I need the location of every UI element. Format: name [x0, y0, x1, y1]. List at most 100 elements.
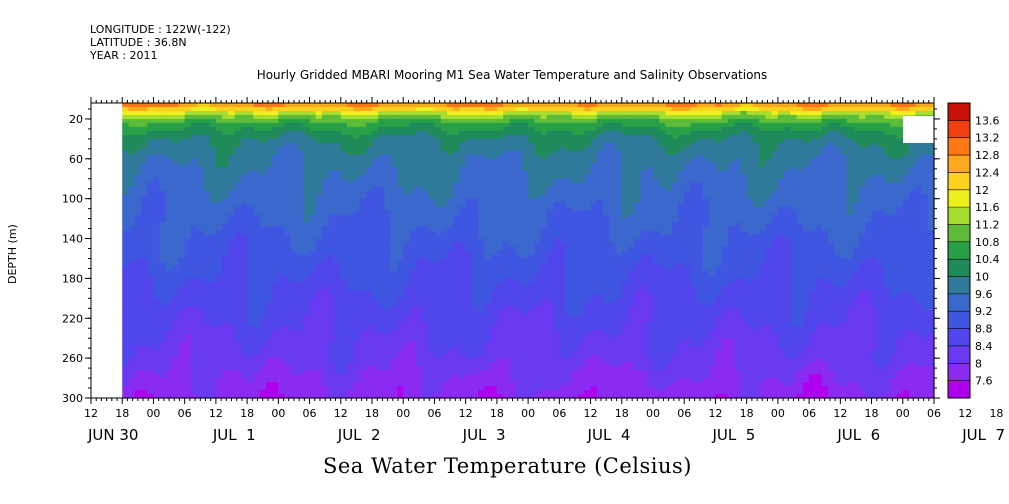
heatmap-cell: [278, 170, 286, 176]
heatmap-cell: [190, 366, 198, 371]
heatmap-cell: [265, 334, 273, 339]
heatmap-cell: [509, 282, 517, 287]
heatmap-cell: [409, 362, 417, 367]
heatmap-cell: [496, 114, 504, 120]
heatmap-cell: [440, 230, 448, 236]
heatmap-cell: [347, 282, 354, 287]
heatmap-cell: [190, 142, 198, 148]
heatmap-cell: [459, 262, 467, 268]
heatmap-cell: [159, 206, 167, 212]
heatmap-cell: [465, 230, 473, 236]
heatmap-cell: [428, 290, 436, 295]
heatmap-cell: [396, 214, 404, 220]
heatmap-cell: [396, 350, 404, 355]
heatmap-cell: [490, 106, 498, 112]
heatmap-cell: [303, 214, 311, 220]
heatmap-cell: [515, 134, 523, 140]
heatmap-cell: [528, 314, 535, 319]
heatmap-cell: [409, 210, 417, 216]
heatmap-cell: [484, 103, 492, 108]
heatmap-cell: [153, 322, 161, 327]
heatmap-cell: [253, 238, 261, 244]
heatmap-cell: [359, 366, 367, 371]
heatmap-cell: [315, 390, 323, 395]
heatmap-cell: [297, 394, 304, 399]
heatmap-cell: [234, 386, 242, 391]
heatmap-cell: [234, 318, 242, 323]
heatmap-cell: [240, 358, 248, 363]
heatmap-cell: [184, 242, 192, 248]
heatmap-cell: [147, 166, 155, 172]
heatmap-cell: [509, 146, 517, 152]
heatmap-cell: [484, 286, 492, 291]
heatmap-cell: [178, 254, 186, 260]
heatmap-cell: [353, 382, 361, 387]
heatmap-cell: [359, 390, 367, 395]
heatmap-cell: [278, 214, 286, 220]
heatmap-cell: [284, 334, 292, 339]
heatmap-cell: [215, 330, 223, 335]
heatmap-cell: [465, 354, 473, 359]
heatmap-cell: [290, 262, 298, 268]
heatmap-cell: [240, 302, 248, 307]
heatmap-cell: [184, 186, 192, 192]
heatmap-cell: [515, 138, 523, 144]
heatmap-cell: [496, 194, 504, 200]
heatmap-cell: [234, 374, 242, 379]
heatmap-cell: [159, 230, 167, 236]
heatmap-cell: [140, 114, 148, 120]
heatmap-cell: [265, 278, 273, 283]
heatmap-cell: [247, 254, 254, 260]
heatmap-cell: [122, 198, 130, 204]
heatmap-cell: [440, 198, 448, 204]
heatmap-cell: [159, 130, 167, 136]
heatmap-cell: [459, 103, 467, 108]
heatmap-cell: [159, 138, 167, 144]
heatmap-cell: [372, 238, 379, 244]
heatmap-cell: [459, 186, 467, 192]
heatmap-cell: [134, 326, 142, 331]
heatmap-cell: [128, 182, 136, 188]
heatmap-cell: [159, 126, 167, 132]
heatmap-cell: [322, 354, 329, 359]
heatmap-cell: [509, 310, 517, 315]
heatmap-cell: [215, 258, 223, 264]
heatmap-cell: [203, 322, 211, 327]
heatmap-cell: [290, 118, 298, 124]
heatmap-cell: [322, 270, 329, 276]
heatmap-cell: [440, 154, 448, 160]
heatmap-cell: [471, 262, 479, 268]
heatmap-cell: [496, 130, 504, 136]
heatmap-cell: [309, 206, 317, 212]
heatmap-cell: [309, 346, 317, 351]
heatmap-cell: [453, 306, 461, 311]
heatmap-cell: [153, 378, 161, 383]
heatmap-cell: [140, 178, 148, 184]
heatmap-cell: [496, 134, 504, 140]
heatmap-cell: [528, 342, 535, 347]
heatmap-cell: [396, 210, 404, 216]
heatmap-cell: [471, 358, 479, 363]
heatmap-cell: [509, 266, 517, 272]
heatmap-cell: [365, 146, 373, 152]
heatmap-cell: [515, 142, 523, 148]
heatmap-cell: [209, 282, 217, 287]
heatmap-cell: [309, 222, 317, 228]
heatmap-cell: [234, 103, 242, 108]
heatmap-cell: [140, 194, 148, 200]
heatmap-cell: [259, 386, 267, 391]
heatmap-cell: [153, 394, 161, 399]
heatmap-cell: [322, 158, 329, 164]
heatmap-cell: [134, 318, 142, 323]
heatmap-cell: [515, 394, 523, 399]
heatmap-cell: [446, 206, 454, 212]
heatmap-cell: [265, 390, 273, 395]
heatmap-cell: [478, 266, 485, 272]
heatmap-cell: [228, 182, 236, 188]
heatmap-cell: [440, 374, 448, 379]
heatmap-cell: [365, 118, 373, 124]
heatmap-cell: [372, 242, 379, 248]
heatmap-cell: [540, 182, 548, 188]
heatmap-cell: [272, 206, 279, 212]
heatmap-cell: [253, 230, 261, 236]
